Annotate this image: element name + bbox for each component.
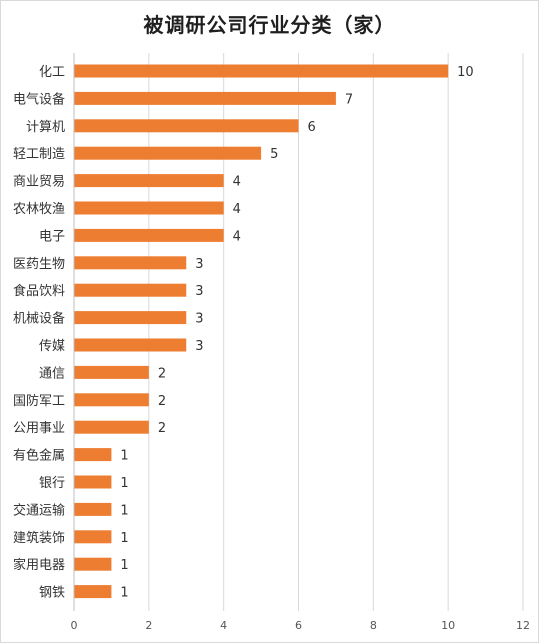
category-label: 机械设备 [13, 311, 65, 327]
bar [74, 174, 224, 188]
data-label: 2 [158, 394, 166, 409]
x-tick-label: 6 [295, 619, 302, 632]
category-label: 国防军工 [13, 393, 65, 409]
category-label: 商业贸易 [13, 175, 65, 190]
bar [74, 311, 187, 325]
x-tick-label: 0 [71, 619, 78, 632]
category-label: 农林牧渔 [13, 202, 65, 217]
x-tick-label: 8 [370, 619, 377, 632]
data-label: 1 [120, 503, 128, 518]
category-label: 电子 [39, 229, 65, 244]
category-label: 有色金属 [13, 448, 65, 464]
category-label: 钢铁 [39, 586, 65, 601]
data-label: 4 [233, 175, 241, 190]
data-label: 3 [195, 312, 203, 327]
category-label: 化工 [39, 65, 65, 80]
data-label: 3 [195, 257, 203, 272]
category-label: 电气设备 [13, 91, 65, 107]
bar [74, 91, 336, 105]
bar [74, 448, 112, 462]
data-label: 4 [233, 229, 241, 244]
data-label: 1 [120, 531, 128, 546]
category-label: 银行 [39, 476, 65, 491]
bar [74, 201, 224, 215]
category-label: 传媒 [39, 339, 65, 354]
data-label: 1 [120, 586, 128, 601]
bar [74, 338, 187, 352]
category-label: 公用事业 [13, 421, 65, 436]
x-tick-label: 10 [441, 619, 455, 632]
x-tick-label: 2 [145, 619, 152, 632]
bar [74, 119, 299, 133]
bar [74, 146, 262, 160]
bar [74, 530, 112, 544]
data-label: 3 [195, 339, 203, 354]
bar [74, 475, 112, 489]
bar [74, 557, 112, 571]
bar [74, 393, 149, 407]
category-label: 家用电器 [13, 557, 65, 573]
data-label: 1 [120, 449, 128, 464]
category-label: 医药生物 [13, 257, 65, 272]
data-label: 10 [457, 65, 474, 80]
bar [74, 256, 187, 270]
x-tick-label: 4 [220, 619, 227, 632]
category-label: 建筑装饰 [13, 530, 65, 546]
data-label: 4 [233, 202, 241, 217]
data-label: 6 [308, 120, 316, 135]
category-label: 交通运输 [13, 502, 65, 518]
x-tick-label: 12 [516, 619, 530, 632]
category-label: 计算机 [26, 120, 65, 135]
bar [74, 502, 112, 516]
data-label: 2 [158, 366, 166, 381]
bar [74, 420, 149, 434]
bar [74, 365, 149, 379]
bar [74, 64, 449, 78]
data-label: 5 [270, 147, 278, 162]
category-label: 食品饮料 [13, 283, 65, 299]
bar [74, 283, 187, 297]
data-label: 3 [195, 284, 203, 299]
data-label: 1 [120, 476, 128, 491]
category-label: 通信 [39, 366, 65, 381]
data-label: 2 [158, 421, 166, 436]
bar [74, 585, 112, 599]
chart-title: 被调研公司行业分类（家） [143, 13, 396, 37]
data-label: 1 [120, 558, 128, 573]
category-label: 轻工制造 [13, 147, 65, 162]
data-label: 7 [345, 92, 353, 107]
bar [74, 228, 224, 242]
